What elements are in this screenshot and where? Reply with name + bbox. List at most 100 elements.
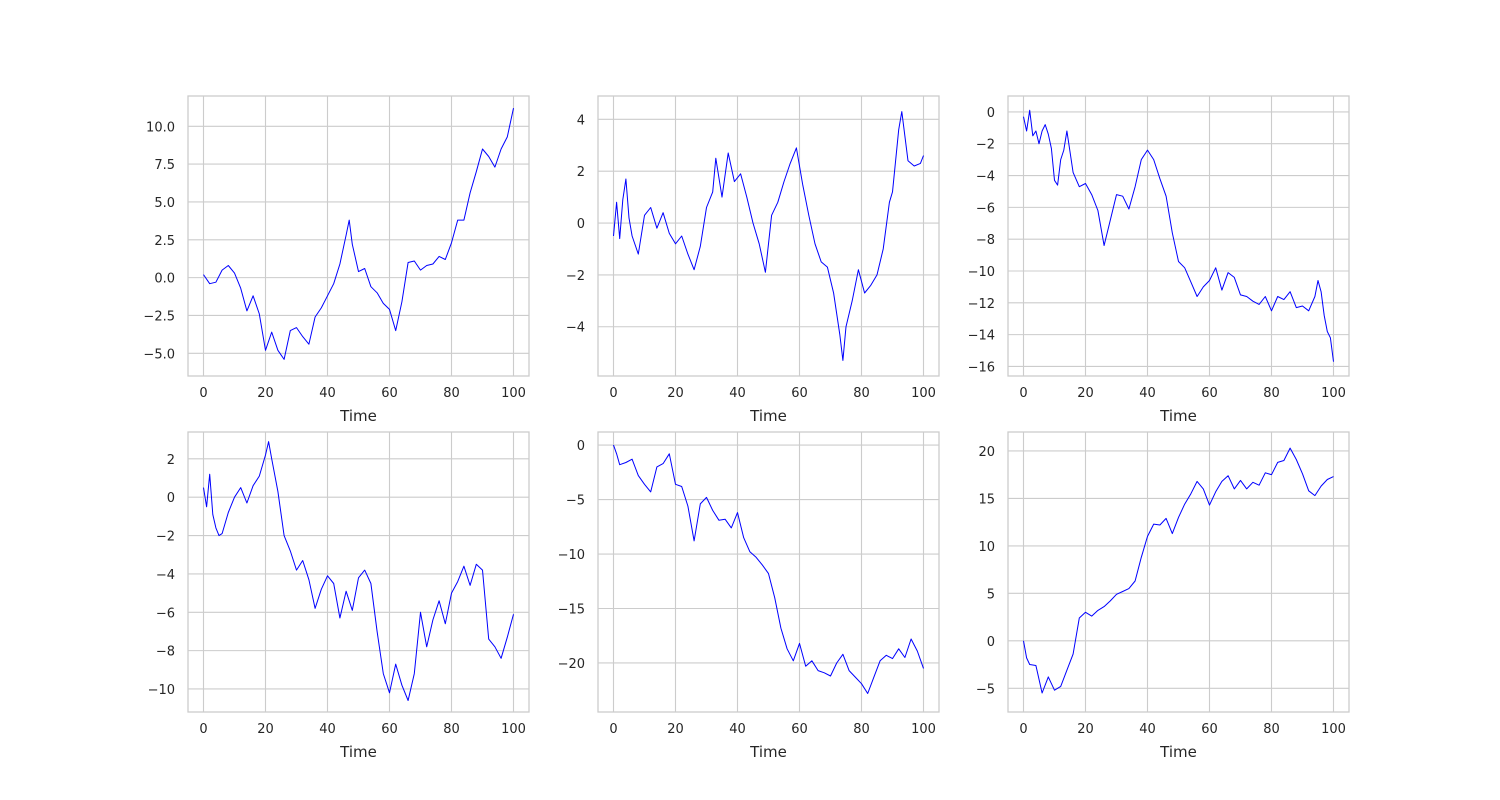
y-tick-label: 5.0 [154,196,175,211]
x-tick-label: 60 [791,722,808,737]
x-tick-label: 20 [1077,722,1094,737]
subplot-3: 0 20 40 60 80 100 −16 −14 −12 −10 −8 −6 −4 −2 0 Time [968,95,1350,425]
y-tick-label: 0 [577,439,585,454]
y-tick-label: −2 [156,530,175,545]
y-tick-label: 0 [167,491,175,506]
y-tick-label: 0.0 [154,272,175,287]
x-axis-label: Time [1159,407,1197,425]
subplot-6: 0 20 40 60 80 100 −5 0 5 10 15 20 Time [976,431,1350,761]
x-tick-label: 40 [319,386,336,401]
x-tick-label: 0 [199,722,207,737]
axes-frame [597,431,940,713]
x-tick-label: 40 [729,386,746,401]
subplot-4: 0 20 40 60 80 100 −10 −8 −6 −4 −2 0 2 Time [148,431,530,761]
series-line [1023,109,1334,362]
y-tick-label: −8 [156,645,175,660]
y-tick-label: 5 [987,587,995,602]
series-line [613,111,924,361]
x-tick-label: 60 [381,722,398,737]
y-tick-label: 2 [577,165,585,180]
x-tick-label: 100 [501,722,526,737]
y-tick-label: 7.5 [154,158,175,173]
x-tick-label: 80 [443,722,460,737]
x-tick-label: 100 [911,386,936,401]
series-line [1023,447,1334,694]
y-tick-label: −5 [976,682,995,697]
x-tick-label: 60 [381,386,398,401]
subplot-2: 0 20 40 60 80 100 −4 −2 0 2 4 Time [566,95,940,425]
y-tick-label: 4 [577,113,585,128]
y-tick-label: 0 [577,217,585,232]
y-tick-label: −5.0 [143,347,175,362]
y-tick-label: −4 [976,170,995,185]
x-tick-label: 0 [199,386,207,401]
x-tick-label: 40 [729,722,746,737]
x-tick-label: 40 [319,722,336,737]
x-tick-label: 20 [257,386,274,401]
x-tick-label: 60 [791,386,808,401]
x-tick-label: 80 [853,722,870,737]
y-tick-label: 10.0 [146,120,175,135]
y-tick-label: 20 [978,445,995,460]
y-tick-label: −10 [148,683,175,698]
series-line [203,107,514,360]
y-tick-label: −5 [566,494,585,509]
x-tick-label: 80 [443,386,460,401]
axes-frame [1007,431,1350,713]
x-tick-label: 100 [501,386,526,401]
x-tick-label: 60 [1201,722,1218,737]
x-tick-label: 80 [1263,386,1280,401]
y-tick-label: 15 [978,492,995,507]
x-tick-label: 100 [1321,386,1346,401]
y-tick-label: 2 [167,453,175,468]
x-tick-label: 20 [257,722,274,737]
x-tick-label: 80 [853,386,870,401]
x-tick-label: 60 [1201,386,1218,401]
y-tick-label: −16 [968,360,995,375]
x-axis-label: Time [339,743,377,761]
x-tick-label: 20 [667,722,684,737]
x-tick-label: 0 [1019,386,1027,401]
x-tick-label: 100 [1321,722,1346,737]
axes-frame [597,95,940,377]
x-tick-label: 20 [1077,386,1094,401]
y-tick-label: −2 [976,138,995,153]
subplot-1: 0 20 40 60 80 100 −5.0 −2.5 0.0 2.5 5.0 7.5 10.0 Time [143,95,530,425]
y-tick-label: −20 [558,657,585,672]
subplot-5: 0 20 40 60 80 100 −20 −15 −10 −5 0 Time [558,431,940,761]
series-line [613,444,924,694]
x-axis-label: Time [749,407,787,425]
x-axis-label: Time [339,407,377,425]
y-tick-label: 0 [987,635,995,650]
y-tick-label: −6 [156,606,175,621]
y-tick-label: −14 [968,329,995,344]
axes-frame [1007,95,1350,377]
y-tick-label: −10 [968,265,995,280]
y-tick-label: −4 [566,321,585,336]
x-tick-label: 0 [609,386,617,401]
y-tick-label: −15 [558,602,585,617]
axes-frame [187,95,530,377]
y-tick-label: −4 [156,568,175,583]
axes-frame [187,431,530,713]
x-tick-label: 80 [1263,722,1280,737]
series-line [203,441,514,701]
x-tick-label: 0 [1019,722,1027,737]
y-tick-label: −8 [976,233,995,248]
x-tick-label: 40 [1139,386,1156,401]
y-tick-label: −2 [566,269,585,284]
x-tick-label: 40 [1139,722,1156,737]
y-tick-label: 10 [978,540,995,555]
x-axis-label: Time [1159,743,1197,761]
x-tick-label: 0 [609,722,617,737]
y-tick-label: −10 [558,548,585,563]
y-tick-label: −12 [968,297,995,312]
y-tick-label: −6 [976,201,995,216]
x-tick-label: 20 [667,386,684,401]
y-tick-label: 2.5 [154,234,175,249]
x-tick-label: 100 [911,722,936,737]
x-axis-label: Time [749,743,787,761]
y-tick-label: 0 [987,106,995,121]
y-tick-label: −2.5 [143,309,175,324]
